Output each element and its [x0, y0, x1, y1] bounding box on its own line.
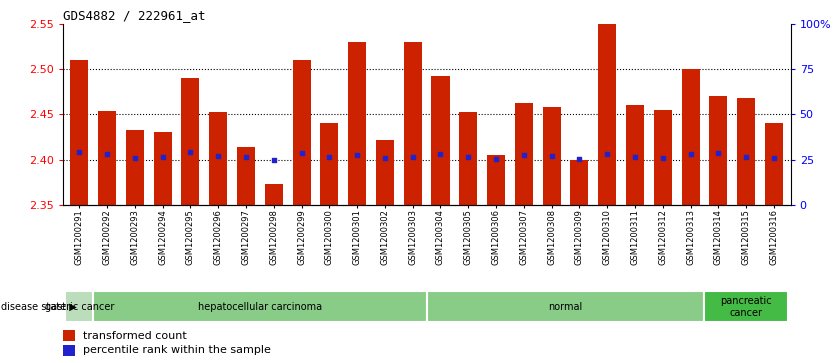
Bar	[65, 291, 93, 322]
Bar	[293, 60, 310, 205]
Point	[323, 154, 336, 160]
Bar	[431, 76, 450, 205]
Bar	[376, 140, 394, 205]
Point	[434, 151, 447, 157]
Bar	[348, 42, 366, 205]
Bar	[126, 130, 143, 205]
Point	[183, 150, 197, 155]
Point	[73, 150, 86, 155]
Bar	[63, 330, 75, 341]
Bar	[737, 98, 756, 205]
Point	[267, 157, 280, 163]
Bar	[515, 103, 533, 205]
Text: disease state ▶: disease state ▶	[1, 302, 77, 312]
Text: transformed count: transformed count	[83, 331, 187, 341]
Bar	[209, 112, 227, 205]
Bar	[70, 60, 88, 205]
Point	[350, 152, 364, 158]
Bar	[598, 24, 616, 205]
Text: gastric cancer: gastric cancer	[44, 302, 114, 312]
Point	[711, 151, 725, 156]
Bar	[710, 96, 727, 205]
Bar	[487, 155, 505, 205]
Point	[295, 151, 309, 156]
Point	[740, 154, 753, 160]
Text: percentile rank within the sample: percentile rank within the sample	[83, 345, 271, 355]
Bar	[705, 291, 788, 322]
Bar	[237, 147, 255, 205]
Point	[406, 154, 420, 160]
Bar	[626, 105, 644, 205]
Bar	[264, 184, 283, 205]
Text: normal: normal	[549, 302, 583, 312]
Bar	[98, 111, 116, 205]
Bar	[426, 291, 705, 322]
Text: pancreatic
cancer: pancreatic cancer	[721, 296, 772, 318]
Point	[684, 151, 697, 157]
Bar	[404, 42, 422, 205]
Bar	[320, 123, 339, 205]
Point	[379, 155, 392, 161]
Bar	[543, 107, 560, 205]
Point	[767, 155, 781, 161]
Text: hepatocellular carcinoma: hepatocellular carcinoma	[198, 302, 322, 312]
Point	[212, 153, 225, 159]
Bar	[570, 160, 589, 205]
Point	[517, 152, 530, 158]
Bar	[63, 345, 75, 356]
Point	[628, 154, 641, 160]
Point	[100, 151, 113, 157]
Bar	[93, 291, 426, 322]
Point	[656, 155, 670, 161]
Bar	[153, 132, 172, 205]
Bar	[181, 78, 199, 205]
Point	[545, 153, 558, 159]
Bar	[765, 123, 783, 205]
Bar	[460, 112, 477, 205]
Point	[156, 154, 169, 160]
Point	[128, 155, 142, 161]
Text: GDS4882 / 222961_at: GDS4882 / 222961_at	[63, 9, 205, 23]
Point	[600, 151, 614, 157]
Bar	[681, 69, 700, 205]
Point	[490, 156, 503, 162]
Point	[239, 154, 253, 160]
Bar	[654, 110, 672, 205]
Point	[573, 156, 586, 162]
Point	[461, 154, 475, 160]
